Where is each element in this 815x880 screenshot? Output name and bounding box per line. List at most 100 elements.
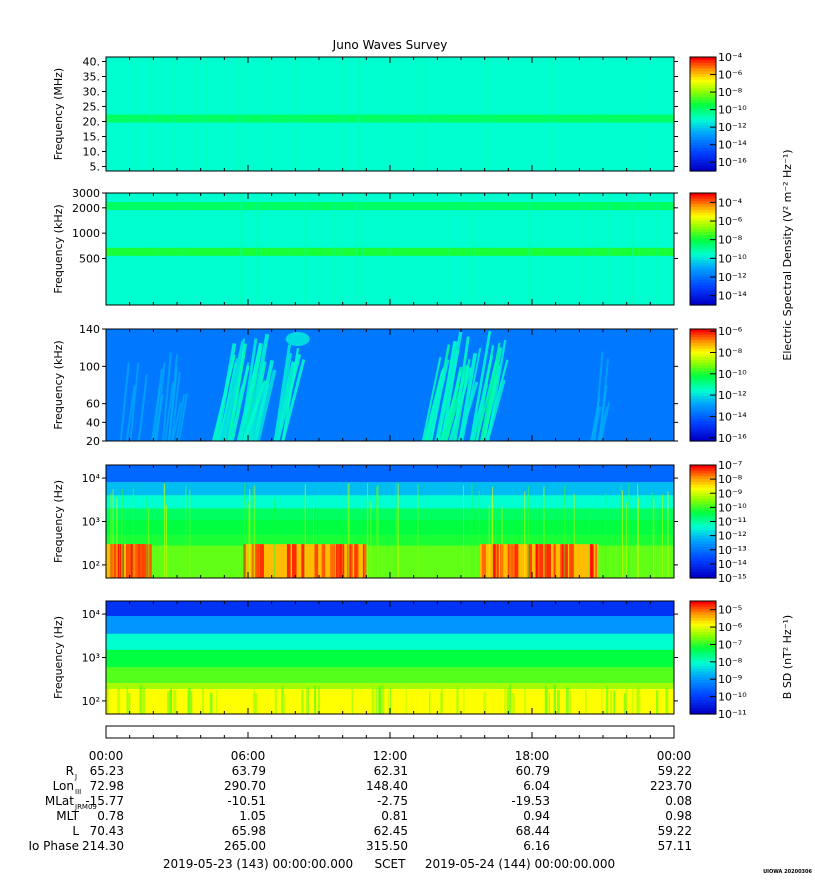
texture-line xyxy=(265,57,267,171)
colorbar-swatch xyxy=(690,237,716,242)
time-tick-label: 00:00 xyxy=(89,749,124,763)
colorbar-swatch xyxy=(690,257,716,261)
colorbar-swatch xyxy=(690,561,716,565)
texture-line xyxy=(355,193,357,305)
texture-line xyxy=(373,193,375,305)
colorbar-swatch xyxy=(690,119,716,124)
colorbar-swatch xyxy=(690,427,716,431)
spectrogram-panel-2: 3000 2000 1000 500 Frequency (kHz) xyxy=(52,187,678,306)
texture-line xyxy=(110,493,112,578)
texture-line xyxy=(274,686,277,714)
ephemeris-value: 65.23 xyxy=(90,764,124,778)
colorbar-swatch xyxy=(690,470,716,475)
emission-streak xyxy=(281,347,300,441)
colorbar-swatch xyxy=(690,221,716,225)
texture-line xyxy=(626,502,628,578)
emission-streak xyxy=(444,365,470,441)
emission-stripe xyxy=(514,544,518,578)
ephemeris-value: 0.94 xyxy=(523,809,550,823)
emission-streak xyxy=(164,382,175,441)
texture-line xyxy=(164,483,166,578)
colorbar-frame xyxy=(689,600,717,715)
colorbar-swatch xyxy=(690,193,716,197)
colorbar-tick-label: 10⁻⁴ xyxy=(718,196,743,209)
ephemeris-label: L xyxy=(72,824,79,838)
texture-line xyxy=(544,57,546,171)
colorbar-swatch xyxy=(690,702,716,707)
spectral-layer xyxy=(106,534,674,546)
texture-line xyxy=(665,57,667,171)
texture-line xyxy=(656,57,658,171)
colorbar-swatch xyxy=(690,288,716,292)
colorbar-1: 10⁻⁴ 10⁻⁶ 10⁻⁸ 10⁻¹⁰ 10⁻¹² 10⁻¹⁴ 10⁻¹⁶ xyxy=(689,51,747,172)
texture-line xyxy=(440,57,442,171)
emission-streak xyxy=(482,347,503,441)
colorbar-tick-label: 10⁻¹³ xyxy=(718,544,747,557)
emission-stripe xyxy=(287,544,290,578)
colorbar-swatch xyxy=(690,544,716,548)
ephemeris-label: MLat xyxy=(45,794,74,808)
texture-line xyxy=(267,57,269,171)
colorbar-swatch xyxy=(690,479,716,483)
colorbar-swatch xyxy=(690,285,716,289)
colorbar-swatch xyxy=(690,168,716,172)
colorbar-swatch xyxy=(690,390,716,394)
colorbar-swatch xyxy=(690,493,716,497)
spectral-layer xyxy=(106,508,674,520)
footer-end: 2019-05-24 (144) 00:00:00.000 xyxy=(425,857,615,871)
texture-line xyxy=(665,688,669,714)
texture-line xyxy=(478,490,480,578)
colorbar-tick-label: 10⁻⁷ xyxy=(718,459,742,472)
ephemeris-label: Lon xyxy=(53,779,74,793)
y-tick-label: 25. xyxy=(83,101,101,114)
colorbar-swatch xyxy=(690,484,716,489)
texture-line xyxy=(239,57,241,171)
emission-stripe xyxy=(259,544,264,578)
texture-line xyxy=(165,505,167,578)
colorbar-swatch xyxy=(690,376,716,380)
ephemeris-value: 62.45 xyxy=(374,824,408,838)
texture-line xyxy=(139,684,143,714)
ephemeris-row: Lon III 72.98 290.70 148.40 6.04 223.70 xyxy=(53,779,692,796)
texture-line xyxy=(429,691,431,714)
ephemeris-value: 148.40 xyxy=(366,779,408,793)
texture-line xyxy=(621,490,623,578)
colorbar-swatch xyxy=(690,111,716,115)
emission-stripe xyxy=(330,544,336,578)
colorbar-swatch xyxy=(690,481,716,486)
colorbar-swatch xyxy=(690,626,716,630)
colorbar-tick-label: 10⁻¹² xyxy=(718,389,747,402)
colorbar-tick-label: 10⁻¹⁶ xyxy=(718,432,747,445)
emission-stripe xyxy=(590,544,592,578)
texture-line xyxy=(448,193,450,305)
emission-streak xyxy=(461,347,482,441)
texture-line xyxy=(293,57,295,171)
texture-line xyxy=(504,687,507,714)
colorbar-tick-label: 10⁻⁸ xyxy=(718,473,743,486)
texture-line xyxy=(190,691,193,714)
emission-streak xyxy=(119,362,130,441)
colorbar-swatch xyxy=(690,387,716,392)
colorbar-swatch xyxy=(690,159,716,164)
colorbar-swatch xyxy=(690,207,716,211)
colorbar-tick-label: 10⁻⁹ xyxy=(718,673,742,686)
shared-colorbar-label: Electric Spectral Density (V² m⁻² Hz⁻¹) xyxy=(781,149,794,360)
colorbar-swatch xyxy=(690,254,716,258)
emission-stripe xyxy=(147,544,152,578)
ephemeris-value: 1.05 xyxy=(239,809,266,823)
texture-line xyxy=(165,507,167,578)
colorbar-swatch xyxy=(690,265,716,270)
colorbar-swatch xyxy=(690,74,716,78)
colorbar-swatch xyxy=(690,108,716,112)
colorbar-tick-label: 10⁻⁸ xyxy=(718,656,743,669)
ephemeris-row: MLat JRM09-15.77 -10.51 -2.75 -19.53 0.08 xyxy=(45,794,692,811)
texture-line xyxy=(240,193,242,305)
spectral-layer xyxy=(106,495,674,509)
colorbar-swatch xyxy=(690,546,716,551)
spectrogram-image xyxy=(106,329,674,441)
texture-line xyxy=(216,690,218,714)
colorbar-swatch xyxy=(690,136,716,141)
texture-line xyxy=(301,689,304,714)
colorbar-swatch xyxy=(690,218,716,222)
texture-line xyxy=(637,484,639,578)
